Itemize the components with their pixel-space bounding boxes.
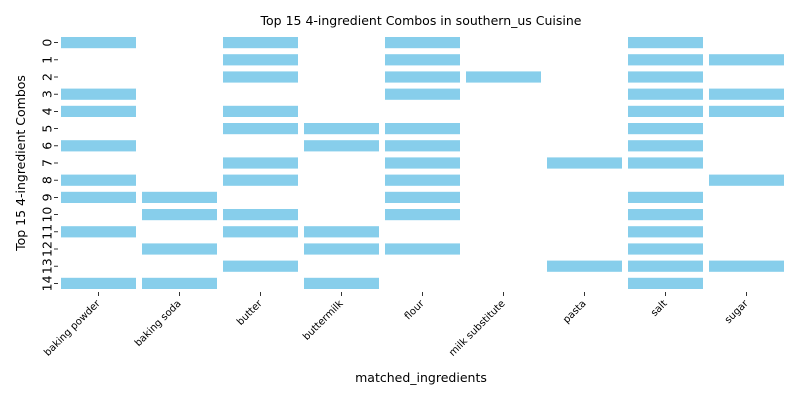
heatmap-cell-1-salt	[628, 54, 703, 66]
heatmap-cell-11-butter	[223, 226, 298, 238]
heatmap-cell-1-sugar	[709, 54, 784, 66]
heatmap-cell-5-flour	[385, 123, 460, 135]
chart-title: Top 15 4-ingredient Combos in southern_u…	[260, 13, 582, 28]
x-tick-label: milk substitute	[447, 298, 507, 358]
heatmap-cell-10-salt	[628, 209, 703, 221]
heatmap-cell-9-baking-powder	[61, 191, 136, 203]
heatmap-cell-1-flour	[385, 54, 460, 66]
x-tick-label: pasta	[561, 298, 588, 325]
heatmap-cell-11-salt	[628, 226, 703, 238]
heatmap-cell-2-salt	[628, 71, 703, 83]
heatmap-cell-2-butter	[223, 71, 298, 83]
x-tick-label: flour	[403, 298, 428, 323]
heatmap-cell-9-baking-soda	[142, 191, 217, 203]
y-tick-label: 14	[39, 275, 54, 291]
heatmap-cell-3-flour	[385, 88, 460, 100]
heatmap-cell-10-baking-soda	[142, 209, 217, 221]
y-tick-label: 12	[39, 241, 54, 257]
heatmap-cell-14-baking-soda	[142, 277, 217, 289]
heatmap-cells	[61, 37, 784, 289]
heatmap-cell-3-salt	[628, 88, 703, 100]
x-tick-label: salt	[649, 298, 670, 319]
x-tick-label: baking soda	[133, 298, 184, 349]
y-tick-label: 5	[39, 125, 54, 133]
heatmap-cell-2-milk-substitute	[466, 71, 541, 83]
x-tick-label: butter	[235, 298, 265, 328]
heatmap-cell-1-butter	[223, 54, 298, 66]
y-tick-label: 3	[39, 90, 54, 98]
heatmap-cell-12-buttermilk	[304, 243, 379, 255]
y-tick-label: 11	[39, 224, 54, 240]
y-tick-label: 0	[39, 39, 54, 47]
heatmap-cell-7-flour	[385, 157, 460, 169]
y-tick-label: 4	[39, 107, 54, 115]
heatmap-cell-0-flour	[385, 37, 460, 49]
heatmap-cell-11-buttermilk	[304, 226, 379, 238]
x-tick-label: buttermilk	[301, 298, 345, 342]
heatmap-cell-0-baking-powder	[61, 37, 136, 49]
heatmap-cell-8-baking-powder	[61, 174, 136, 186]
heatmap-cell-4-baking-powder	[61, 105, 136, 117]
heatmap-cell-8-butter	[223, 174, 298, 186]
x-tick-label: baking powder	[42, 298, 103, 359]
heatmap-cell-5-salt	[628, 123, 703, 135]
heatmap-cell-10-butter	[223, 209, 298, 221]
heatmap-cell-9-salt	[628, 191, 703, 203]
heatmap-cell-6-salt	[628, 140, 703, 152]
heatmap-cell-13-butter	[223, 260, 298, 272]
heatmap-cell-6-buttermilk	[304, 140, 379, 152]
heatmap-cell-6-flour	[385, 140, 460, 152]
heatmap-cell-0-butter	[223, 37, 298, 49]
x-tick-label: sugar	[723, 298, 751, 326]
y-tick-label: 9	[39, 193, 54, 201]
heatmap-cell-5-butter	[223, 123, 298, 135]
heatmap-cell-0-salt	[628, 37, 703, 49]
y-tick-label: 2	[39, 73, 54, 81]
y-tick-label: 8	[39, 176, 54, 184]
heatmap-cell-4-butter	[223, 105, 298, 117]
heatmap-cell-13-salt	[628, 260, 703, 272]
heatmap-cell-8-flour	[385, 174, 460, 186]
y-tick-label: 6	[39, 142, 54, 150]
heatmap-cell-3-sugar	[709, 88, 784, 100]
heatmap-cell-5-buttermilk	[304, 123, 379, 135]
y-axis-label: Top 15 4-ingredient Combos	[13, 75, 28, 252]
heatmap-cell-14-baking-powder	[61, 277, 136, 289]
heatmap-cell-11-baking-powder	[61, 226, 136, 238]
heatmap-cell-9-flour	[385, 191, 460, 203]
heatmap-cell-14-salt	[628, 277, 703, 289]
x-axis-label: matched_ingredients	[355, 370, 487, 385]
heatmap-cell-7-salt	[628, 157, 703, 169]
heatmap-cell-12-flour	[385, 243, 460, 255]
heatmap-cell-13-pasta	[547, 260, 622, 272]
heatmap-cell-7-butter	[223, 157, 298, 169]
heatmap-cell-2-flour	[385, 71, 460, 83]
heatmap-cell-3-baking-powder	[61, 88, 136, 100]
x-axis-ticks: baking powder baking soda butter buttermilk…	[42, 292, 751, 359]
heatmap-cell-10-flour	[385, 209, 460, 221]
y-tick-label: 1	[39, 56, 54, 64]
heatmap-cell-4-salt	[628, 105, 703, 117]
heatmap-cell-13-sugar	[709, 260, 784, 272]
heatmap-cell-12-salt	[628, 243, 703, 255]
y-tick-label: 10	[39, 207, 54, 223]
heatmap-cell-7-pasta	[547, 157, 622, 169]
y-tick-label: 7	[39, 159, 54, 167]
heatmap-cell-8-sugar	[709, 174, 784, 186]
heatmap-cell-14-buttermilk	[304, 277, 379, 289]
heatmap-cell-4-sugar	[709, 105, 784, 117]
heatmap-cell-6-baking-powder	[61, 140, 136, 152]
y-tick-label: 13	[39, 258, 54, 274]
heatmap-cell-12-baking-soda	[142, 243, 217, 255]
